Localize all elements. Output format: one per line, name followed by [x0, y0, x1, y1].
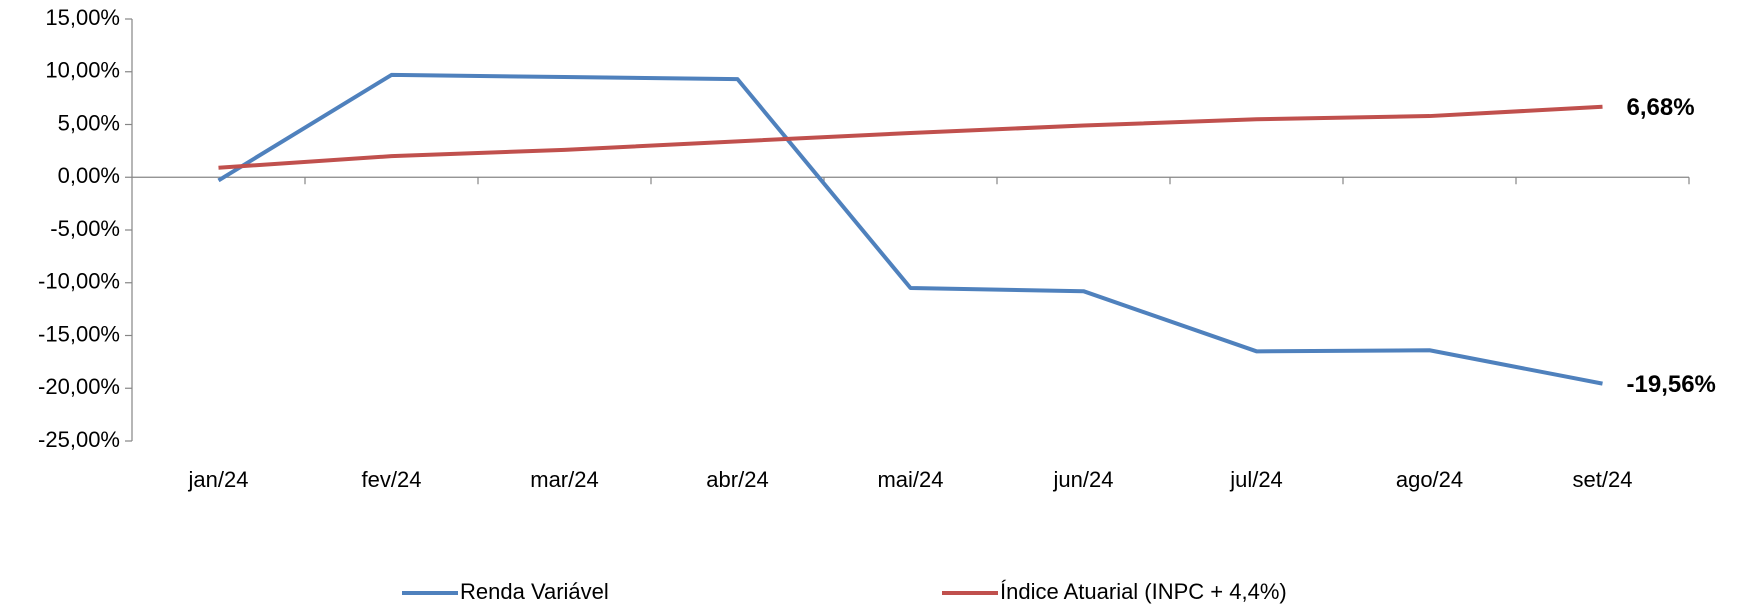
x-tick-label: jan/24 [188, 467, 249, 492]
y-tick-label: -20,00% [38, 374, 120, 399]
x-tick-label: ago/24 [1396, 467, 1463, 492]
y-tick-label: 0,00% [58, 163, 120, 188]
x-tick-label: fev/24 [362, 467, 422, 492]
x-tick-label: abr/24 [706, 467, 768, 492]
y-tick-label: 5,00% [58, 110, 120, 135]
series-line [217, 72, 1603, 386]
y-tick-label: -10,00% [38, 269, 120, 294]
y-tick-label: -25,00% [38, 427, 120, 452]
y-tick-label: 10,00% [45, 58, 120, 83]
x-tick-label: jun/24 [1053, 467, 1114, 492]
data-label: 6,68% [1627, 94, 1695, 121]
x-tick-label: mai/24 [877, 467, 943, 492]
x-tick-label: set/24 [1573, 467, 1633, 492]
y-tick-label: -15,00% [38, 321, 120, 346]
x-tick-label: jul/24 [1229, 467, 1283, 492]
y-tick-label: 15,00% [45, 5, 120, 30]
data-label: -19,56% [1627, 371, 1716, 398]
legend-label: Renda Variável [460, 579, 609, 604]
legend-label: Índice Atuarial (INPC + 4,4%) [1000, 579, 1287, 604]
x-tick-label: mar/24 [530, 467, 598, 492]
series-line [218, 104, 1603, 170]
y-tick-label: -5,00% [50, 216, 120, 241]
